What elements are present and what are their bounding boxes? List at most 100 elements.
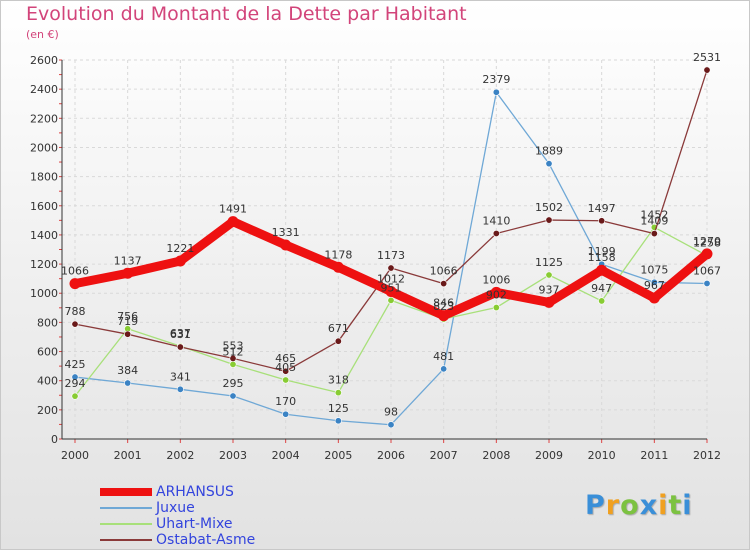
axes: [59, 59, 708, 443]
legend-swatch: [100, 488, 152, 496]
data-label: 341: [170, 370, 191, 383]
data-label: 631: [170, 328, 191, 341]
x-tick-label: 2012: [693, 449, 721, 462]
data-label: 512: [223, 345, 244, 358]
data-label: 2379: [482, 73, 510, 86]
x-tick-label: 2007: [430, 449, 458, 462]
y-tick-label: 0: [51, 433, 58, 446]
data-point: [545, 160, 553, 168]
y-tick-label: 2200: [30, 112, 58, 125]
data-point: [492, 229, 500, 237]
legend-label: Ostabat-Asme: [156, 532, 256, 548]
data-point: [387, 264, 395, 272]
data-label: 481: [433, 350, 454, 363]
data-label: 937: [539, 283, 560, 296]
x-tick-label: 2000: [61, 449, 89, 462]
legend-label: Juxue: [156, 500, 195, 516]
data-point: [282, 376, 290, 384]
y-tick-label: 800: [37, 316, 58, 329]
data-point: [385, 285, 397, 297]
legend-swatch: [100, 539, 152, 541]
data-label: 967: [644, 279, 665, 292]
legend: ARHANSUS Juxue Uhart-Mixe Ostabat-Asme: [100, 484, 360, 548]
data-point: [701, 248, 713, 260]
data-label: 1066: [61, 265, 89, 278]
legend-item: ARHANSUS: [100, 484, 360, 500]
data-point: [124, 330, 132, 338]
data-point: [648, 292, 660, 304]
data-point: [124, 379, 132, 387]
y-tick-label: 200: [37, 404, 58, 417]
data-label: 788: [65, 305, 86, 318]
data-label: 1137: [114, 254, 142, 267]
data-point: [598, 217, 606, 225]
data-label: 1125: [535, 256, 563, 269]
legend-item: Ostabat-Asme: [100, 532, 360, 548]
data-label: 2531: [693, 51, 721, 64]
data-point: [545, 216, 553, 224]
data-label: 1075: [640, 263, 668, 276]
legend-swatch: [100, 507, 152, 509]
data-label: 1067: [693, 264, 721, 277]
logo-letter: t: [668, 490, 683, 521]
data-label: 1502: [535, 201, 563, 214]
y-tick-label: 1400: [30, 229, 58, 242]
logo-letter: x: [639, 490, 659, 521]
data-label: 1889: [535, 145, 563, 158]
x-tick-label: 2004: [272, 449, 300, 462]
data-point: [543, 296, 555, 308]
data-label: 1491: [219, 203, 247, 216]
y-tick-label: 600: [37, 346, 58, 359]
x-tick-label: 2011: [640, 449, 668, 462]
data-point: [174, 255, 186, 267]
data-label: 1410: [482, 214, 510, 227]
data-point: [490, 286, 502, 298]
legend-item: Juxue: [100, 500, 360, 516]
y-tick-label: 1000: [30, 287, 58, 300]
y-tick-label: 2400: [30, 83, 58, 96]
data-label: 1409: [640, 215, 668, 228]
x-tick-label: 2008: [482, 449, 510, 462]
data-point: [598, 297, 606, 305]
data-point: [332, 261, 344, 273]
x-tick-label: 2009: [535, 449, 563, 462]
chart-title: Evolution du Montant de la Dette par Hab…: [26, 3, 467, 25]
data-point: [282, 410, 290, 418]
legend-item: Uhart-Mixe: [100, 516, 360, 532]
data-label: 1452: [640, 208, 668, 221]
data-label: 405: [275, 361, 296, 374]
series-lines: [69, 66, 713, 429]
logo-letter: i: [658, 490, 669, 521]
x-tick-label: 2003: [219, 449, 247, 462]
data-labels: 425 384 341 295 170 125 98 481 2379 1889 1199 1075 1…: [61, 51, 721, 419]
data-point: [703, 279, 711, 287]
y-tick-label: 1600: [30, 200, 58, 213]
x-tick-label: 2001: [114, 449, 142, 462]
data-label: 294: [65, 377, 86, 390]
data-point: [69, 278, 81, 290]
data-label: 637: [170, 327, 191, 340]
y-tick-label: 1800: [30, 171, 58, 184]
data-point: [229, 354, 237, 362]
y-tick-label: 2600: [30, 54, 58, 67]
data-label: 1012: [377, 272, 405, 285]
chart-subtitle: (en €): [26, 28, 59, 41]
data-label: 823: [433, 300, 454, 313]
data-point: [282, 367, 290, 375]
data-point: [334, 417, 342, 425]
data-point: [229, 360, 237, 368]
data-point: [545, 271, 553, 279]
data-label: 295: [223, 377, 244, 390]
data-label: 425: [65, 358, 86, 371]
legend-label: Uhart-Mixe: [156, 516, 233, 532]
data-label: 756: [117, 310, 138, 323]
data-label: 553: [223, 339, 244, 352]
x-tick-label: 2002: [166, 449, 194, 462]
data-label: 671: [328, 322, 349, 335]
data-label: 1178: [324, 248, 352, 261]
data-label: 1221: [166, 242, 194, 255]
data-point: [440, 280, 448, 288]
data-point: [227, 216, 239, 228]
data-label: 1158: [588, 251, 616, 264]
